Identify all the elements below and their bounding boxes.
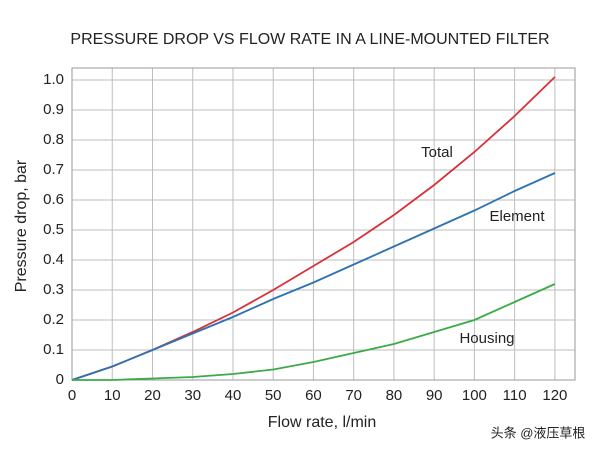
y-tick-label: 0.8 [43,131,64,148]
x-tick-label: 110 [503,387,527,404]
x-tick-label: 30 [184,387,201,404]
y-tick-label: 0.9 [43,101,64,118]
x-tick-label: 0 [68,387,76,404]
x-tick-label: 90 [426,387,443,404]
watermark: 头条 @液压草根 [491,425,586,440]
x-tick-label: 80 [386,387,403,404]
chart-title: PRESSURE DROP VS FLOW RATE IN A LINE-MOU… [70,31,549,48]
series-label: Total [421,144,453,161]
series-label: Housing [459,330,514,347]
x-tick-label: 70 [345,387,362,404]
plot-frame [71,67,576,381]
x-tick-label: 50 [265,387,282,404]
x-axis-label: Flow rate, l/min [268,414,376,431]
y-tick-label: 0.4 [43,251,64,268]
y-tick-label: 0 [56,371,64,388]
series-line [72,283,556,381]
x-tick-label: 20 [144,387,161,404]
y-tick-label: 0.5 [43,221,64,238]
y-tick-label: 1.0 [43,71,64,88]
x-tick-label: 120 [542,387,567,404]
series-label: Element [489,208,545,225]
y-tick-label: 0.7 [43,161,64,178]
series-line [71,172,556,381]
x-tick-label: 40 [225,387,242,404]
x-tick-label: 10 [104,387,121,404]
y-tick-label: 0.1 [43,341,64,358]
y-tick-label: 0.2 [43,311,64,328]
y-tick-label: 0.3 [43,281,64,298]
x-tick-label: 100 [462,387,487,404]
x-tick-label: 60 [305,387,322,404]
y-tick-label: 0.6 [43,191,64,208]
y-axis-label: Pressure drop, bar [13,159,30,292]
